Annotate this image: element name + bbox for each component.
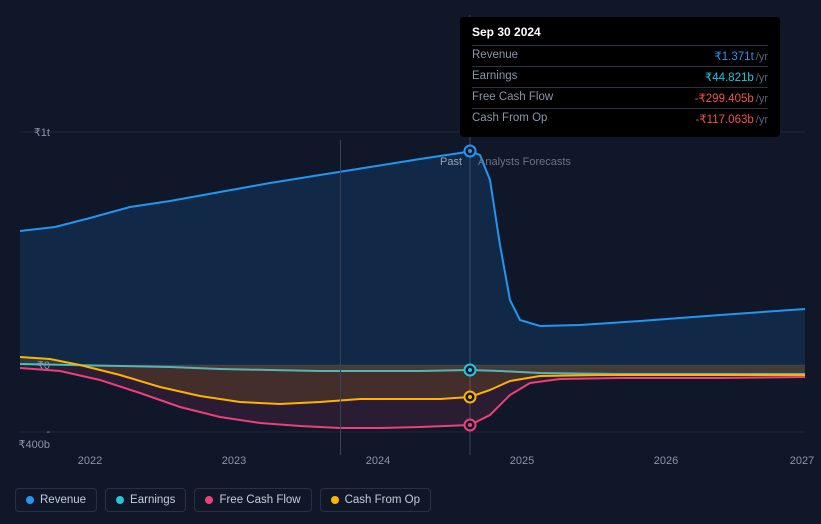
x-axis-label: 2026 xyxy=(646,455,686,467)
past-label: Past xyxy=(440,156,462,168)
tooltip-row: Free Cash Flow -₹299.405b/yr xyxy=(472,88,768,109)
tooltip-row-value: ₹44.821b xyxy=(705,72,754,84)
legend-dot-icon xyxy=(26,496,34,504)
forecast-label: Analysts Forecasts xyxy=(478,156,571,168)
y-axis-label: -₹400b xyxy=(15,426,50,451)
legend-item[interactable]: Earnings xyxy=(105,488,186,512)
x-axis-label: 2022 xyxy=(70,455,110,467)
legend-dot-icon xyxy=(331,496,339,504)
tooltip-row-label: Cash From Op xyxy=(472,112,547,126)
x-axis-label: 2023 xyxy=(214,455,254,467)
tooltip-row-unit: /yr xyxy=(756,51,768,63)
legend-item[interactable]: Free Cash Flow xyxy=(194,488,311,512)
legend-dot-icon xyxy=(116,496,124,504)
y-axis-label: ₹1t xyxy=(15,126,50,139)
tooltip-row-value: -₹117.063b xyxy=(696,114,754,126)
x-axis-label: 2024 xyxy=(358,455,398,467)
legend-dot-icon xyxy=(205,496,213,504)
tooltip-row: Cash From Op -₹117.063b/yr xyxy=(472,109,768,129)
tooltip-row: Earnings ₹44.821b/yr xyxy=(472,67,768,88)
hover-vertical-line xyxy=(340,140,341,455)
legend-item[interactable]: Revenue xyxy=(15,488,97,512)
tooltip-row-label: Free Cash Flow xyxy=(472,91,553,105)
x-axis-label: 2025 xyxy=(502,455,542,467)
tooltip-row: Revenue ₹1.371t/yr xyxy=(472,46,768,67)
legend-item-label: Free Cash Flow xyxy=(219,494,300,506)
legend-item[interactable]: Cash From Op xyxy=(320,488,431,512)
legend-item-label: Revenue xyxy=(40,494,86,506)
tooltip-row-unit: /yr xyxy=(756,114,768,126)
legend-item-label: Cash From Op xyxy=(345,494,420,506)
x-axis-label: 2027 xyxy=(782,455,821,467)
tooltip-row-unit: /yr xyxy=(756,72,768,84)
y-axis-label: ₹0 xyxy=(15,359,50,372)
chart-legend: Revenue Earnings Free Cash Flow Cash From O… xyxy=(15,488,431,512)
tooltip-row-label: Revenue xyxy=(472,49,518,63)
tooltip-row-label: Earnings xyxy=(472,70,517,84)
tooltip-title: Sep 30 2024 xyxy=(472,25,768,46)
tooltip-row-value: -₹299.405b xyxy=(695,93,754,105)
legend-item-label: Earnings xyxy=(130,494,175,506)
chart-tooltip: Sep 30 2024 Revenue ₹1.371t/yr Earnings ₹44… xyxy=(460,17,780,137)
tooltip-row-value: ₹1.371t xyxy=(714,51,753,63)
tooltip-row-unit: /yr xyxy=(756,93,768,105)
